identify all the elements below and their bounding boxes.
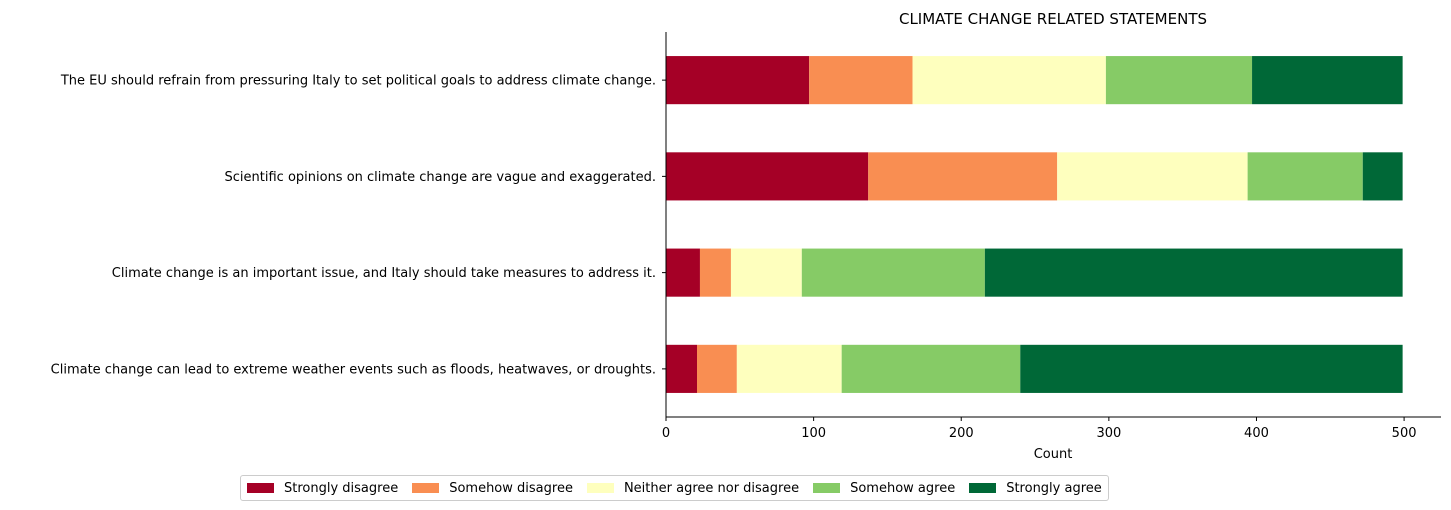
- bar-segment-row3-series3: [841, 344, 1021, 393]
- legend-swatch: [813, 483, 841, 493]
- legend-swatch: [586, 483, 614, 493]
- bar-segment-row2-series3: [801, 248, 985, 297]
- bar-segment-row2-series1: [699, 248, 731, 297]
- legend-swatch: [969, 483, 997, 493]
- legend-swatch: [412, 483, 440, 493]
- bar-segment-row0-series0: [666, 56, 810, 105]
- bars-group: [666, 56, 1403, 393]
- bar-segment-row0-series2: [912, 56, 1106, 105]
- bar-segment-row2-series4: [984, 248, 1403, 297]
- bar-segment-row1-series2: [1057, 152, 1248, 201]
- bar-segment-row1-series0: [666, 152, 869, 201]
- bar-segment-row3-series0: [666, 344, 697, 393]
- legend-label: Strongly agree: [1006, 480, 1102, 496]
- bar-segment-row2-series0: [666, 248, 700, 297]
- y-tick-label: Climate change is an important issue, an…: [112, 266, 656, 281]
- bar-segment-row0-series1: [809, 56, 913, 105]
- y-tick-label: The EU should refrain from pressuring It…: [60, 74, 656, 89]
- legend-label: Strongly disagree: [284, 480, 399, 496]
- bar-segment-row3-series2: [736, 344, 842, 393]
- bar-segment-row0-series4: [1252, 56, 1403, 105]
- legend-item: Strongly disagree: [247, 481, 398, 496]
- bar-segment-row1-series4: [1362, 152, 1403, 201]
- bar-segment-row3-series4: [1020, 344, 1403, 393]
- legend: Strongly disagree Somehow disagree Neither…: [240, 475, 1109, 501]
- bar-segment-row3-series1: [697, 344, 737, 393]
- legend-item: Somehow disagree: [412, 481, 573, 496]
- legend-label: Neither agree nor disagree: [623, 480, 800, 496]
- bar-segment-row2-series2: [730, 248, 802, 297]
- x-tick-label: 0: [662, 426, 670, 441]
- legend-label: Somehow disagree: [449, 480, 573, 496]
- x-axis-label: Count: [1034, 447, 1073, 462]
- legend-label: Somehow agree: [850, 480, 956, 496]
- y-tick-label: Scientific opinions on climate change ar…: [225, 170, 656, 185]
- x-tick-group: 0 100 200 300 400 500: [662, 417, 1417, 441]
- y-tick-label: Climate change can lead to extreme weath…: [51, 362, 656, 377]
- bar-segment-row1-series1: [868, 152, 1058, 201]
- legend-item: Somehow agree: [813, 481, 955, 496]
- x-tick-label: 200: [949, 426, 974, 441]
- chart-title: CLIMATE CHANGE RELATED STATEMENTS: [899, 10, 1207, 28]
- x-tick-label: 500: [1392, 426, 1417, 441]
- x-tick-label: 300: [1096, 426, 1121, 441]
- x-tick-label: 100: [801, 426, 826, 441]
- legend-item: Neither agree nor disagree: [586, 480, 800, 496]
- legend-swatch: [247, 483, 274, 493]
- bar-segment-row0-series3: [1105, 56, 1253, 105]
- bar-segment-row1-series3: [1247, 152, 1363, 201]
- x-tick-label: 400: [1244, 426, 1269, 441]
- y-tick-labels: The EU should refrain from pressuring It…: [51, 74, 666, 377]
- legend-item: Strongly agree: [969, 481, 1102, 496]
